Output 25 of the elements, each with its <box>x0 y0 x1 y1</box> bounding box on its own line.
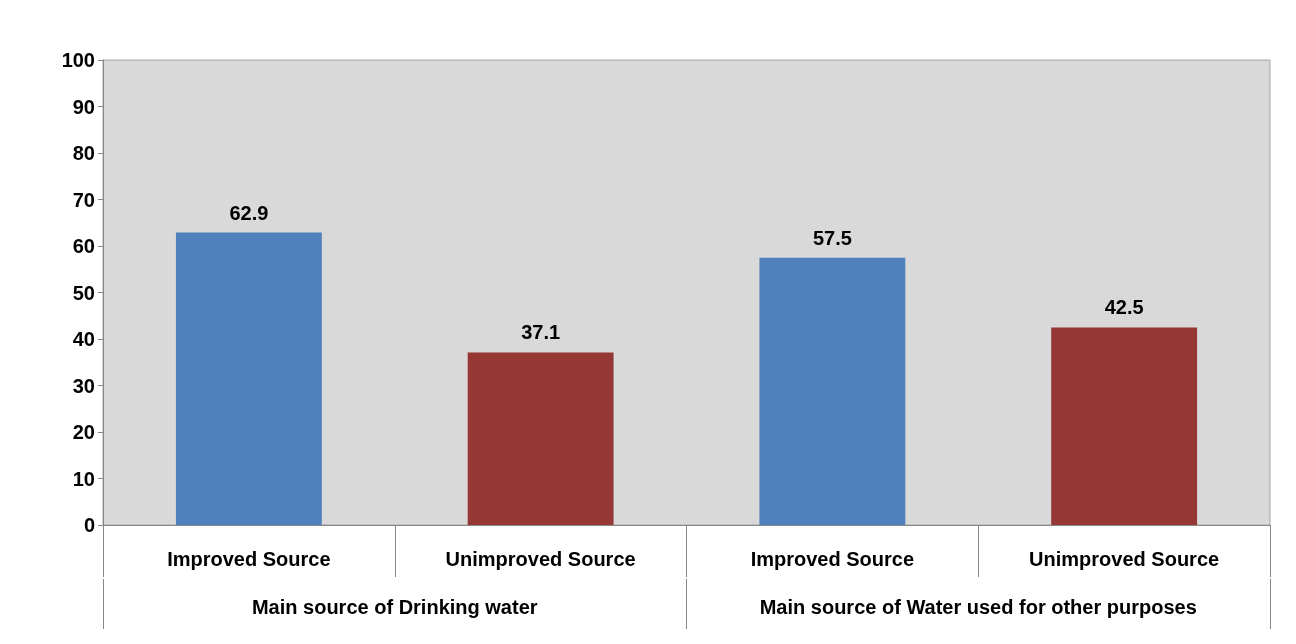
y-tick-label: 70 <box>72 188 95 211</box>
x-tick-label: Unimproved Source <box>445 548 636 570</box>
x-tick-label: Improved Source <box>750 548 915 570</box>
y-tick-label: 40 <box>72 328 95 350</box>
x-tick-label: Unimproved Source <box>1029 548 1220 570</box>
y-tick-label: 60 <box>72 235 95 257</box>
data-label: 37.1 <box>521 321 561 344</box>
y-tick-label: 30 <box>72 374 95 397</box>
y-tick-label: 100 <box>61 49 95 71</box>
bar <box>1051 327 1198 525</box>
data-label: 62.9 <box>229 201 269 224</box>
text: Main source of Drinking water <box>251 596 538 618</box>
bar <box>759 257 906 525</box>
bar <box>175 232 322 525</box>
y-tick-label: 10 <box>72 467 95 490</box>
text: Main source of Water used for other purposes <box>759 596 1197 618</box>
x-tick-label: Improved Source <box>167 548 331 570</box>
y-tick-label: 20 <box>72 421 95 443</box>
data-label: 57.5 <box>812 226 852 249</box>
bar <box>467 352 614 525</box>
y-tick-label: 50 <box>72 281 95 304</box>
data-label: 42.5 <box>1104 296 1144 319</box>
y-tick-label: 80 <box>72 142 95 164</box>
y-tick-label: 0 <box>83 514 95 536</box>
y-tick-label: 90 <box>72 95 95 118</box>
